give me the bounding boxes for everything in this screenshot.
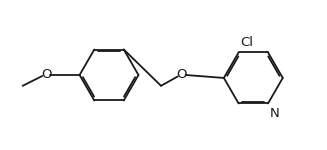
Text: N: N: [270, 107, 280, 120]
Text: Cl: Cl: [241, 36, 253, 48]
Text: O: O: [41, 69, 51, 81]
Text: O: O: [176, 69, 187, 81]
